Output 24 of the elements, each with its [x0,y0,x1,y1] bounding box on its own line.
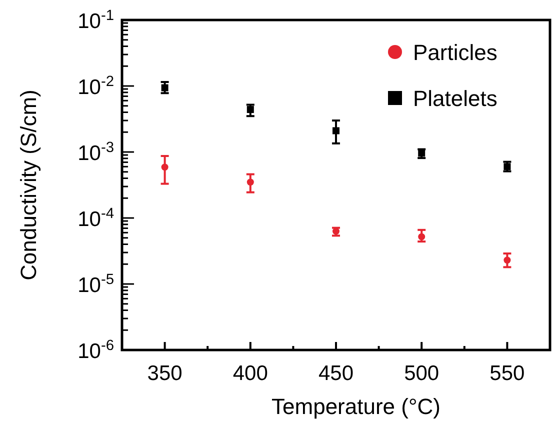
y-tick-label: 10$^{-6}$ [78,338,114,363]
point [418,150,426,157]
x-tick-label: 400 [232,362,268,385]
y-axis-title: Conductivity (S/cm) [16,90,41,280]
x-axis-title: Temperature (°C) [272,394,440,419]
y-tick-label: 10$^{-2}$ [78,74,114,99]
legend-label: Platelets [413,86,498,111]
point [246,106,254,114]
y-tick-label: 10$^{-3}$ [78,140,114,165]
y-tick-label: 10$^{-5}$ [78,272,114,297]
point [504,256,511,264]
y-tick-label: 10$^{-4}$ [78,206,114,231]
y-tick-label: 10$^{-1}$ [78,8,114,33]
point [246,178,254,186]
point [161,164,168,171]
x-tick-label: 500 [404,362,440,385]
legend-label: Particles [413,40,498,65]
point [504,163,511,170]
point [161,84,168,92]
x-tick-label: 550 [490,362,525,385]
point [418,233,426,240]
x-tick-label: 450 [318,362,354,385]
x-tick-label: 350 [147,362,182,385]
point [332,127,340,134]
